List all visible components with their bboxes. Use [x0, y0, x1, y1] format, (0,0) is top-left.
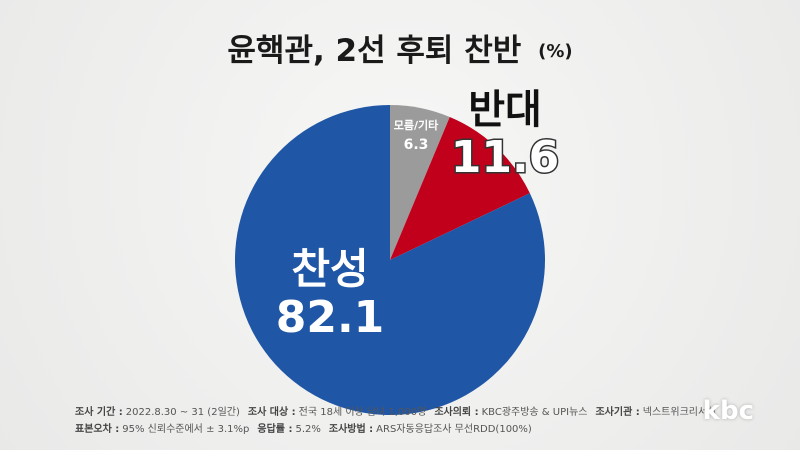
footnote-label: 조사 기간 :	[75, 407, 123, 418]
value-label: 82.1	[276, 292, 385, 343]
chart-title: 윤핵관, 2선 후퇴 찬반 (%)	[227, 33, 572, 69]
slice-label: 반대	[468, 87, 542, 133]
footnotes: 조사 기간 :2022.8.30 ~ 31 (2일간) 조사 대상 : 전국 18세…	[75, 404, 716, 438]
footnote-value: 5.2%	[295, 424, 321, 435]
footnote-row: 조사 기간 :2022.8.30 ~ 31 (2일간) 조사 대상 : 전국 18세…	[75, 404, 716, 421]
footnote-value: 95% 신뢰수준에서 ± 3.1%p	[122, 424, 250, 435]
footnote-label: 조사방법 :	[328, 424, 374, 435]
footnote-label: 조사기관 :	[595, 407, 640, 418]
footnote-label: 응답률 :	[257, 424, 293, 435]
value-label: 6.3	[404, 137, 429, 153]
slice	[390, 116, 530, 261]
pie	[234, 105, 545, 416]
logo: kbc	[702, 396, 754, 426]
value-label: 11.6	[451, 132, 560, 183]
footnote-row: 표본오차 :95% 신뢰수준에서 ± 3.1%p 응답률 :5.2% 조사방법 :A…	[75, 421, 716, 438]
title: 윤핵관, 2선 후퇴 찬반	[227, 33, 521, 69]
subtitle: (%)	[538, 41, 573, 62]
footnote-value: ARS자동응답조사 무선RDD(100%)	[376, 424, 532, 435]
footnote-label: 조사의뢰 :	[434, 407, 479, 418]
slice	[234, 105, 545, 416]
footnote-label: 표본오차 :	[75, 424, 120, 435]
footnote-label: 조사 대상 :	[247, 407, 296, 418]
footnote-value: 전국 18세 이상 남녀 1,000명	[298, 407, 427, 418]
footnote-value: 넥스트위크리서치	[642, 407, 717, 418]
slice-label: 찬성	[291, 245, 368, 294]
slice	[390, 105, 450, 260]
slice-label: 모름/기타	[394, 118, 439, 132]
footnote-value: KBC광주방송 & UPI뉴스	[481, 407, 588, 418]
footnote-value: 2022.8.30 ~ 31 (2일간)	[125, 407, 240, 418]
